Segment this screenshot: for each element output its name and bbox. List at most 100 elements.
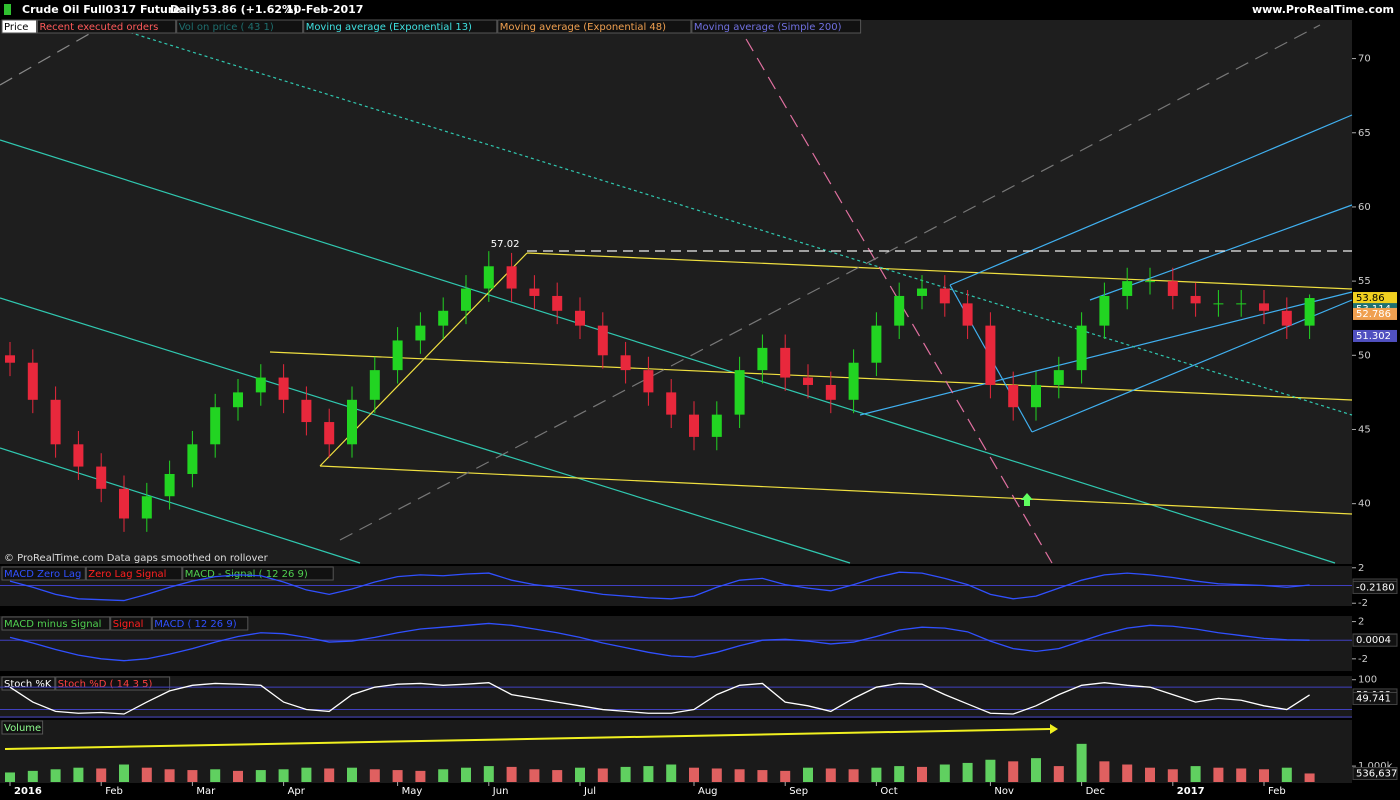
last-label-box [1352, 633, 1398, 647]
volume-bar [1099, 761, 1110, 782]
indicator-line [9, 622, 1310, 662]
volume-bar [1236, 768, 1247, 782]
legend-label: MACD ( 12 26 9) [154, 619, 236, 630]
volume-bar [620, 766, 631, 782]
volume-bar [575, 767, 585, 782]
candle-body [1031, 384, 1041, 408]
price-label: 51.302 [1356, 331, 1391, 342]
candle-body [1236, 303, 1247, 305]
indicator-line [9, 682, 1310, 715]
x-tick-label: Jun [492, 786, 509, 797]
candle-body [461, 288, 471, 311]
volume-bar [1145, 767, 1155, 782]
legend-box [1, 616, 111, 631]
last-label-box [1352, 580, 1398, 594]
legend-box [151, 616, 249, 631]
candle-body [347, 399, 357, 445]
y-tick-label: -2 [1358, 654, 1368, 665]
stoch-panel [0, 676, 1352, 718]
candle-body [1053, 370, 1064, 385]
volume-bar [711, 768, 722, 782]
volume-bar [917, 766, 927, 782]
legend-label: MACD minus Signal [4, 619, 101, 630]
legend-box [110, 616, 152, 631]
legend-label: Stoch %D ( 14 3 5) [58, 679, 153, 690]
candle-body [1304, 298, 1315, 326]
candle-body [1281, 310, 1292, 326]
volume-bar [347, 767, 357, 782]
volume-bar [848, 769, 859, 782]
legend-label: Price [4, 22, 28, 33]
volume-bar [780, 770, 791, 782]
x-tick-label: 2016 [14, 786, 42, 797]
candle-body [73, 444, 84, 467]
signal-arrow [1021, 493, 1033, 506]
volume-bar [1031, 758, 1041, 782]
price-label: 52.786 [1356, 309, 1391, 320]
candle-body [27, 362, 38, 400]
candle-body [757, 347, 768, 371]
y-tick-label: 60 [1358, 202, 1371, 213]
volume-bar [1167, 769, 1178, 782]
volume-bar [825, 768, 836, 782]
x-tick-label: Oct [880, 786, 897, 797]
candle-body [96, 466, 107, 489]
candle-body [620, 355, 631, 371]
candle-body [917, 288, 927, 296]
candle-body [734, 370, 745, 415]
candle-body [369, 370, 380, 400]
price-label: 53.86 [1356, 293, 1385, 304]
y-tick-label: 2 [1358, 563, 1364, 574]
candle-body [1167, 281, 1178, 296]
candle-body [1190, 295, 1201, 304]
candle-body [939, 288, 950, 304]
candle-body [1008, 384, 1019, 408]
volume-bar [50, 769, 61, 782]
source: www.ProRealTime.com [1252, 3, 1394, 16]
candle-body [962, 303, 973, 326]
candle-body [50, 399, 61, 445]
volume-bar [1122, 764, 1133, 782]
last-label: 536,637 [1356, 768, 1397, 779]
candle-body [1145, 281, 1155, 283]
x-tick-label: May [402, 786, 423, 797]
volume-bar [734, 769, 745, 782]
x-tick-label: Aug [698, 786, 718, 797]
legend-box [691, 19, 862, 34]
volume-bar [369, 769, 380, 782]
date: 10-Feb-2017 [286, 3, 363, 16]
volume-bar [757, 770, 768, 782]
y-tick-label: 55 [1358, 276, 1371, 287]
volume-bar [438, 769, 449, 782]
candle-body [780, 347, 791, 378]
legend-label: Vol on price ( 43 1) [179, 22, 274, 33]
candle-body [483, 266, 494, 289]
candle-body [597, 325, 608, 356]
volume-bar [666, 764, 677, 782]
volume-bar [141, 767, 152, 782]
candle-body [210, 407, 221, 445]
x-tick-label: Jul [583, 786, 596, 797]
legend-label: Moving average (Exponential 13) [306, 22, 472, 33]
candle-body [392, 340, 403, 371]
volume-bar [1304, 773, 1315, 782]
volume-bar [1190, 766, 1201, 782]
volume-bar [96, 768, 107, 782]
legend-box [37, 19, 177, 34]
x-tick-label: Sep [789, 786, 808, 797]
volume-bar [506, 766, 517, 782]
legend-label: Zero Lag Signal [88, 569, 166, 580]
volume-bar [255, 770, 266, 782]
candle-body [1259, 303, 1269, 311]
volume-bar [1076, 743, 1087, 782]
volume-bar [415, 770, 426, 782]
candle-body [803, 377, 813, 385]
volume-bar [939, 764, 950, 782]
volume-bar [73, 767, 84, 782]
candle-body [438, 310, 449, 326]
last-label: -0.2180 [1356, 582, 1395, 593]
candle-body [119, 488, 129, 519]
legend-box [497, 19, 692, 34]
legend-box [176, 19, 304, 34]
